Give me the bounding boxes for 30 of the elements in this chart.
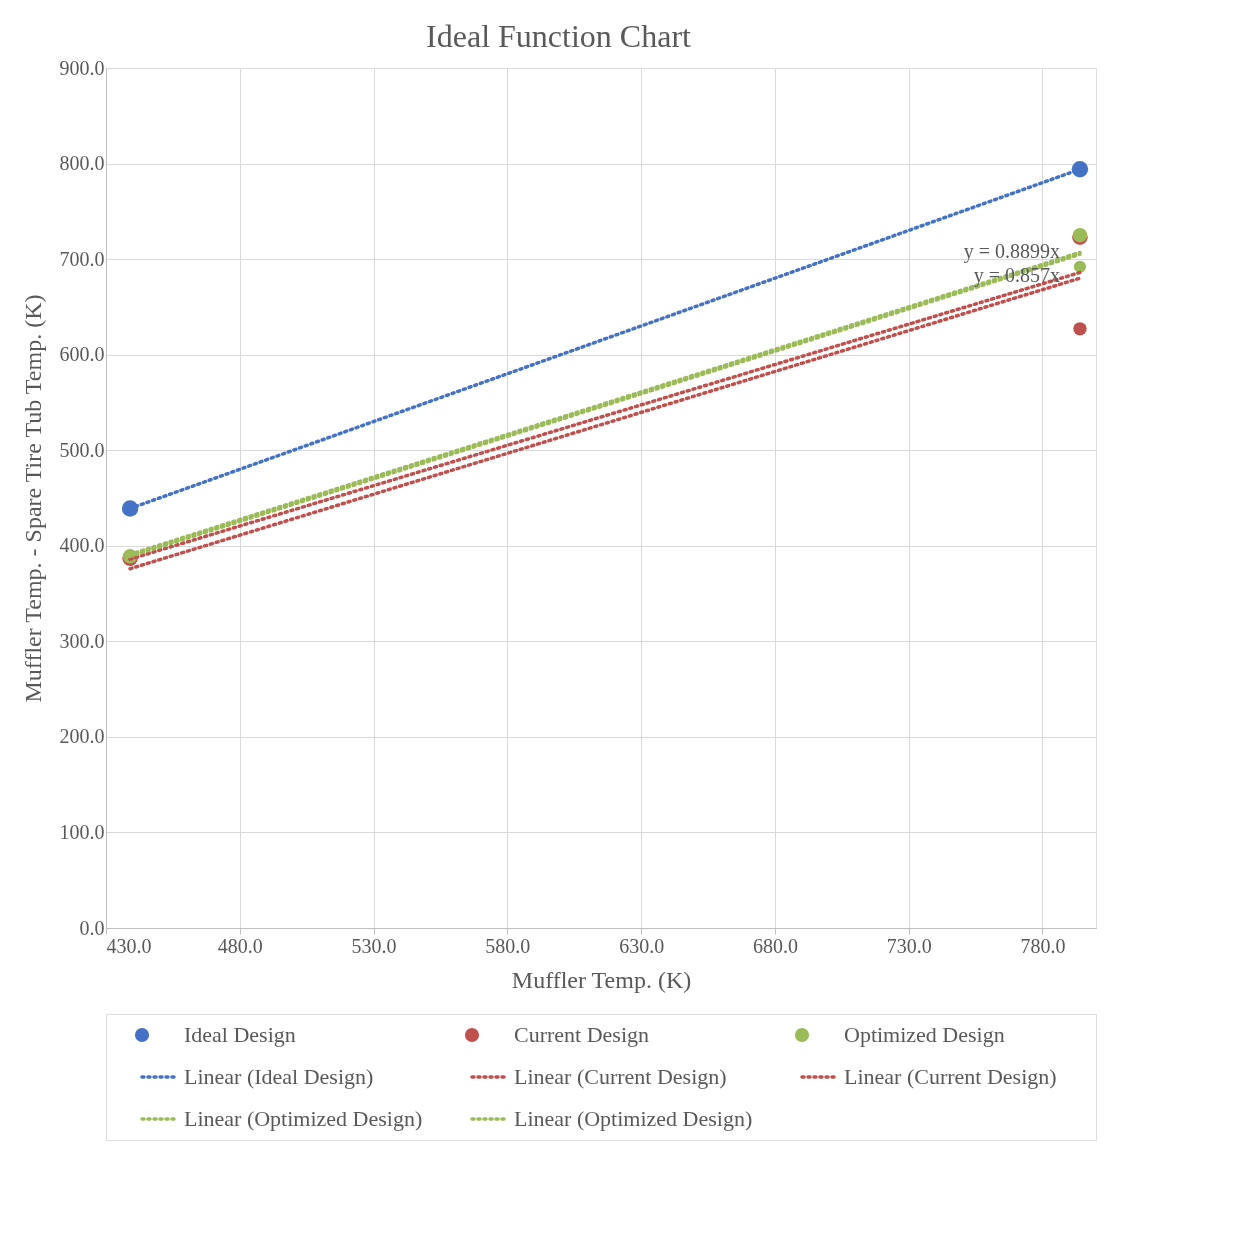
legend-label: Current Design [514,1022,650,1047]
x-tick-label: 580.0 [485,934,531,957]
annotation: y = 0.8899x [963,240,1060,264]
legend-label: Linear (Optimized Design) [514,1106,753,1131]
x-tick-label: 430.0 [106,934,152,957]
x-axis-title: Muffler Temp. (K) [511,966,692,993]
y-tick-label: 800.0 [59,152,105,175]
x-tick-label: 680.0 [752,934,798,957]
x-tick-label: 530.0 [351,934,397,957]
y-tick-label: 600.0 [59,343,105,366]
legend-label: Linear (Ideal Design) [184,1064,374,1089]
y-tick-label: 0.0 [79,916,105,939]
x-tick-label: 730.0 [886,934,932,957]
y-tick-label: 500.0 [59,438,105,461]
y-tick-label: 900.0 [59,56,105,79]
y-tick-label: 300.0 [59,629,105,652]
legend-label: Linear (Optimized Design) [184,1106,423,1131]
y-tick-label: 400.0 [59,534,105,557]
y-axis-title: Muffler Temp. - Spare Tire Tub Temp. (K) [19,294,46,703]
y-tick-label: 100.0 [59,820,105,843]
y-tick-label: 700.0 [59,247,105,270]
x-tick-label: 630.0 [619,934,665,957]
legend-label: Ideal Design [184,1022,296,1047]
legend-label: Optimized Design [844,1022,1005,1047]
legend-label: Linear (Current Design) [844,1064,1057,1089]
y-tick-label: 200.0 [59,725,105,748]
legend-label: Linear (Current Design) [514,1064,727,1089]
x-tick-label: 480.0 [217,934,263,957]
chart-title: Ideal Function Chart [426,17,692,54]
x-tick-label: 780.0 [1020,934,1066,957]
